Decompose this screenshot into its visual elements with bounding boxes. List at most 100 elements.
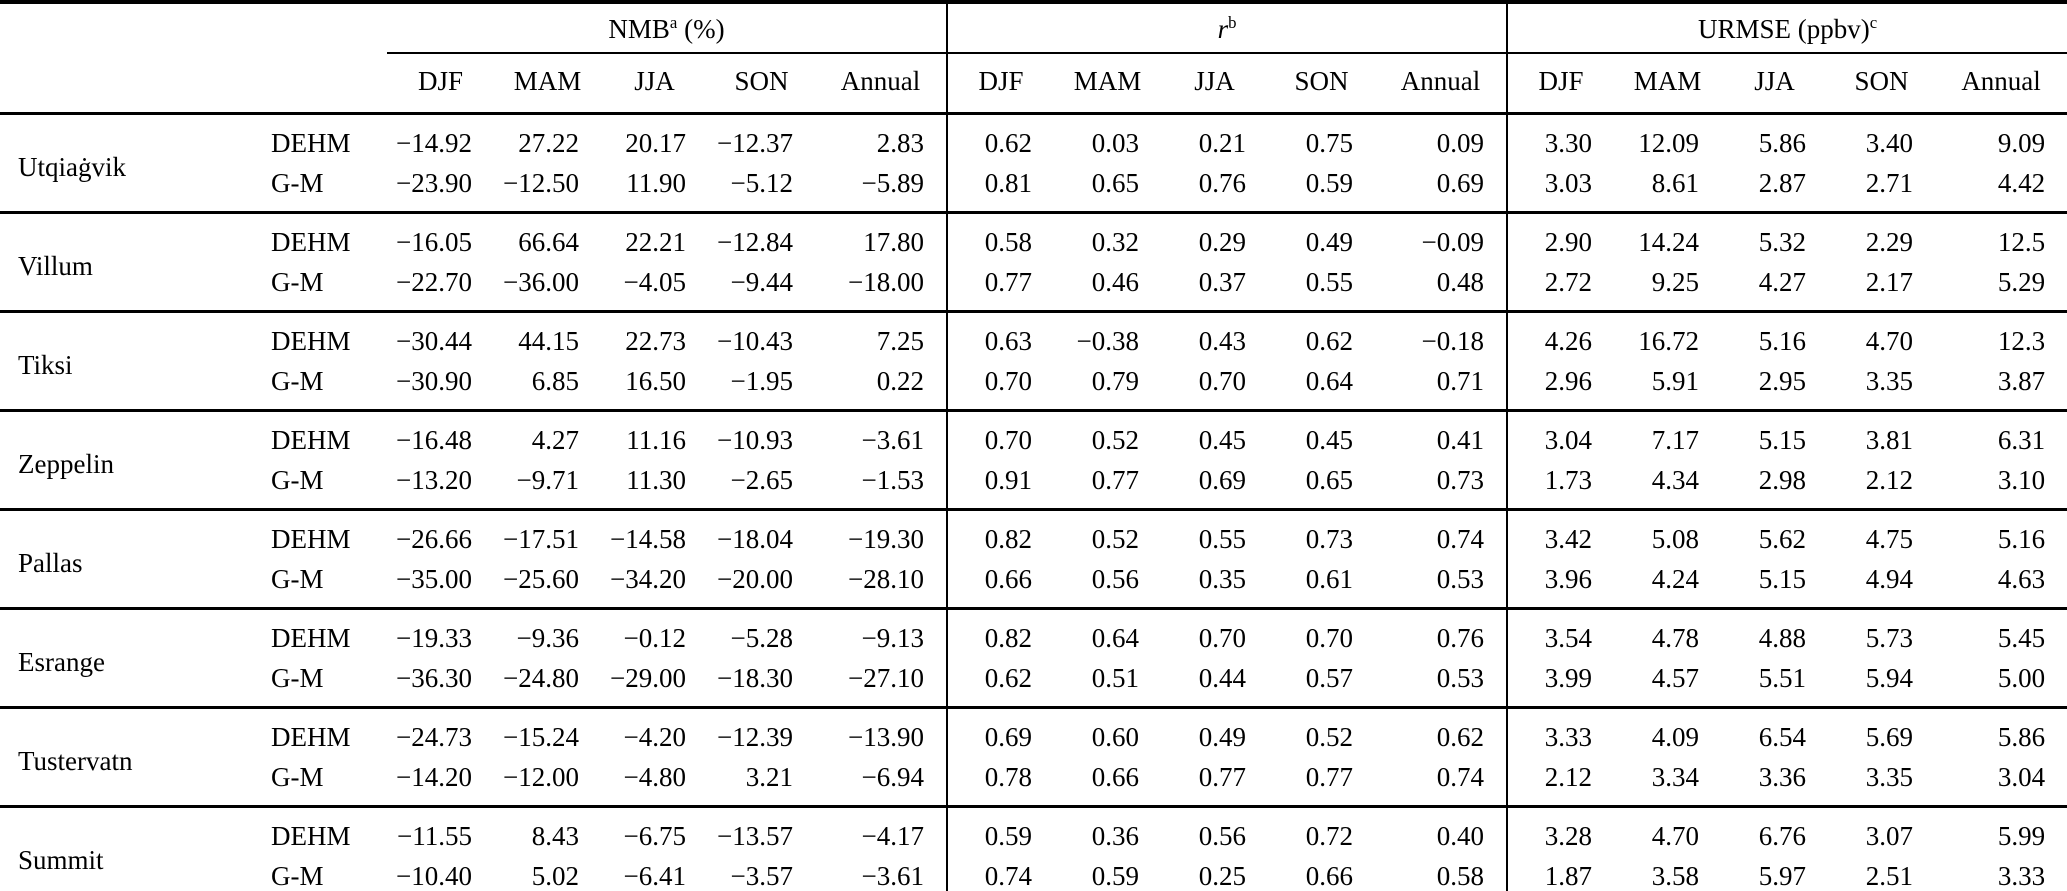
- nmb-value: −0.12: [601, 607, 708, 658]
- r-value: 0.76: [1375, 607, 1509, 658]
- r-value: 0.62: [1375, 706, 1509, 757]
- r-value: 0.64: [1305, 366, 1353, 396]
- r-value: 0.74: [1375, 757, 1509, 807]
- nmb-value: −6.41: [623, 861, 686, 891]
- urmse-value: 12.5: [1935, 211, 2067, 262]
- nmb-value: −9.71: [516, 465, 579, 495]
- urmse-value: 3.81: [1828, 409, 1936, 460]
- r-value: 0.43: [1161, 310, 1268, 361]
- season-header: SON: [1268, 53, 1375, 115]
- nmb-value: −1.95: [730, 366, 793, 396]
- r-value: 0.77: [1198, 762, 1246, 792]
- r-value: 0.52: [1268, 706, 1375, 757]
- r-value: 0.70: [947, 409, 1054, 460]
- r-value: 0.65: [1091, 168, 1139, 198]
- urmse-value: 5.62: [1721, 508, 1829, 559]
- nmb-value: −12.00: [503, 762, 579, 792]
- nmb-value: −22.70: [396, 267, 472, 297]
- nmb-value: −3.61: [815, 409, 948, 460]
- season-header: JJA: [1161, 53, 1268, 115]
- model-name: DEHM: [270, 508, 387, 559]
- data-row: Pallas DEHM −26.66 −17.51 −14.58 −18.04 −19.30…: [0, 508, 2067, 609]
- urmse-value: 9.25: [1651, 267, 1700, 297]
- r-value: 0.70: [984, 366, 1032, 396]
- r-value: 0.52: [1054, 508, 1161, 559]
- nmb-value: −2.65: [730, 465, 793, 495]
- nmb-value: −35.00: [396, 564, 472, 594]
- urmse-value: 5.51: [1758, 663, 1807, 693]
- r-value: 0.69: [947, 706, 1054, 757]
- r-value: −0.18: [1375, 310, 1509, 361]
- nmb-value: −36.30: [396, 663, 472, 693]
- urmse-value: 3.30: [1507, 112, 1615, 163]
- data-row: Summit DEHM −11.55 8.43 −6.75 −13.57 −4.17 0.59…: [0, 805, 2067, 891]
- urmse-value: 2.17: [1865, 267, 1914, 297]
- season-header: DJF: [387, 53, 494, 115]
- model-name: DEHM: [270, 211, 387, 262]
- station-group: Summit DEHM −11.55 8.43 −6.75 −13.57 −4.17 0.59…: [0, 805, 2067, 891]
- r-value: 0.70: [1161, 607, 1268, 658]
- r-value: 0.66: [984, 564, 1032, 594]
- r-value: 0.64: [1054, 607, 1161, 658]
- r-value: 0.74: [1375, 508, 1509, 559]
- urmse-value: 12.3: [1935, 310, 2067, 361]
- r-value: 0.69: [1375, 163, 1509, 213]
- nmb-value: 17.80: [815, 211, 948, 262]
- data-row: Tustervatn DEHM −24.73 −15.24 −4.20 −12.39 −13…: [0, 706, 2067, 807]
- nmb-value: −14.58: [601, 508, 708, 559]
- station-name: Tustervatn: [0, 706, 270, 807]
- season-header-row: DJF MAM JJA SON Annual DJF MAM JJA SON Annual DJF M…: [0, 53, 2067, 115]
- urmse-value: 4.26: [1507, 310, 1615, 361]
- r-value: 0.59: [1305, 168, 1353, 198]
- urmse-value: 5.86: [1721, 112, 1829, 163]
- nmb-value: 8.43: [494, 805, 601, 856]
- r-value: 0.75: [1268, 112, 1375, 163]
- nmb-value: −24.73: [387, 706, 494, 757]
- nmb-value: −17.51: [494, 508, 601, 559]
- urmse-value: 2.95: [1758, 366, 1807, 396]
- urmse-value: 3.36: [1758, 762, 1807, 792]
- urmse-value: 3.34: [1651, 762, 1700, 792]
- nmb-value: −3.57: [730, 861, 793, 891]
- r-value: 0.09: [1375, 112, 1509, 163]
- r-value: 0.72: [1268, 805, 1375, 856]
- nmb-value: −13.90: [815, 706, 948, 757]
- urmse-value: 5.99: [1935, 805, 2067, 856]
- r-value: 0.45: [1161, 409, 1268, 460]
- r-value: 0.41: [1375, 409, 1509, 460]
- urmse-value: 4.70: [1614, 805, 1722, 856]
- nmb-value: −1.53: [815, 460, 948, 510]
- urmse-value: 5.15: [1758, 564, 1807, 594]
- nmb-value: −12.37: [708, 112, 815, 163]
- urmse-value: 2.51: [1865, 861, 1914, 891]
- nmb-value: −14.20: [396, 762, 472, 792]
- urmse-value: 12.09: [1614, 112, 1722, 163]
- urmse-value: 2.72: [1544, 267, 1593, 297]
- r-value: 0.79: [1091, 366, 1139, 396]
- nmb-value: 66.64: [494, 211, 601, 262]
- urmse-value: 3.87: [1997, 366, 2046, 396]
- urmse-value: 9.09: [1935, 112, 2067, 163]
- urmse-value: 4.88: [1721, 607, 1829, 658]
- urmse-value: 3.33: [1997, 861, 2046, 891]
- group-label-sup: c: [1869, 13, 1878, 32]
- model-name: DEHM: [270, 112, 387, 163]
- urmse-value: 1.87: [1544, 861, 1593, 891]
- urmse-value: 4.75: [1828, 508, 1936, 559]
- r-value: 0.77: [1091, 465, 1139, 495]
- r-value: 0.52: [1054, 409, 1161, 460]
- urmse-value: 3.54: [1507, 607, 1615, 658]
- station-name: Zeppelin: [0, 409, 270, 510]
- model-name: DEHM: [270, 706, 387, 757]
- data-row: G-M −30.90 6.85 16.50 −1.95 0.22 0.70 0.79 0.70 0…: [0, 361, 2067, 411]
- nmb-value: −28.10: [815, 559, 948, 609]
- nmb-value: −36.00: [503, 267, 579, 297]
- urmse-value: 5.45: [1935, 607, 2067, 658]
- model-name: DEHM: [270, 607, 387, 658]
- nmb-value: −13.57: [708, 805, 815, 856]
- nmb-value: 4.27: [494, 409, 601, 460]
- group-header-nmb: NMBa (%): [387, 2, 948, 54]
- r-value: 0.03: [1054, 112, 1161, 163]
- nmb-value: −25.60: [503, 564, 579, 594]
- nmb-value: 11.30: [626, 465, 686, 495]
